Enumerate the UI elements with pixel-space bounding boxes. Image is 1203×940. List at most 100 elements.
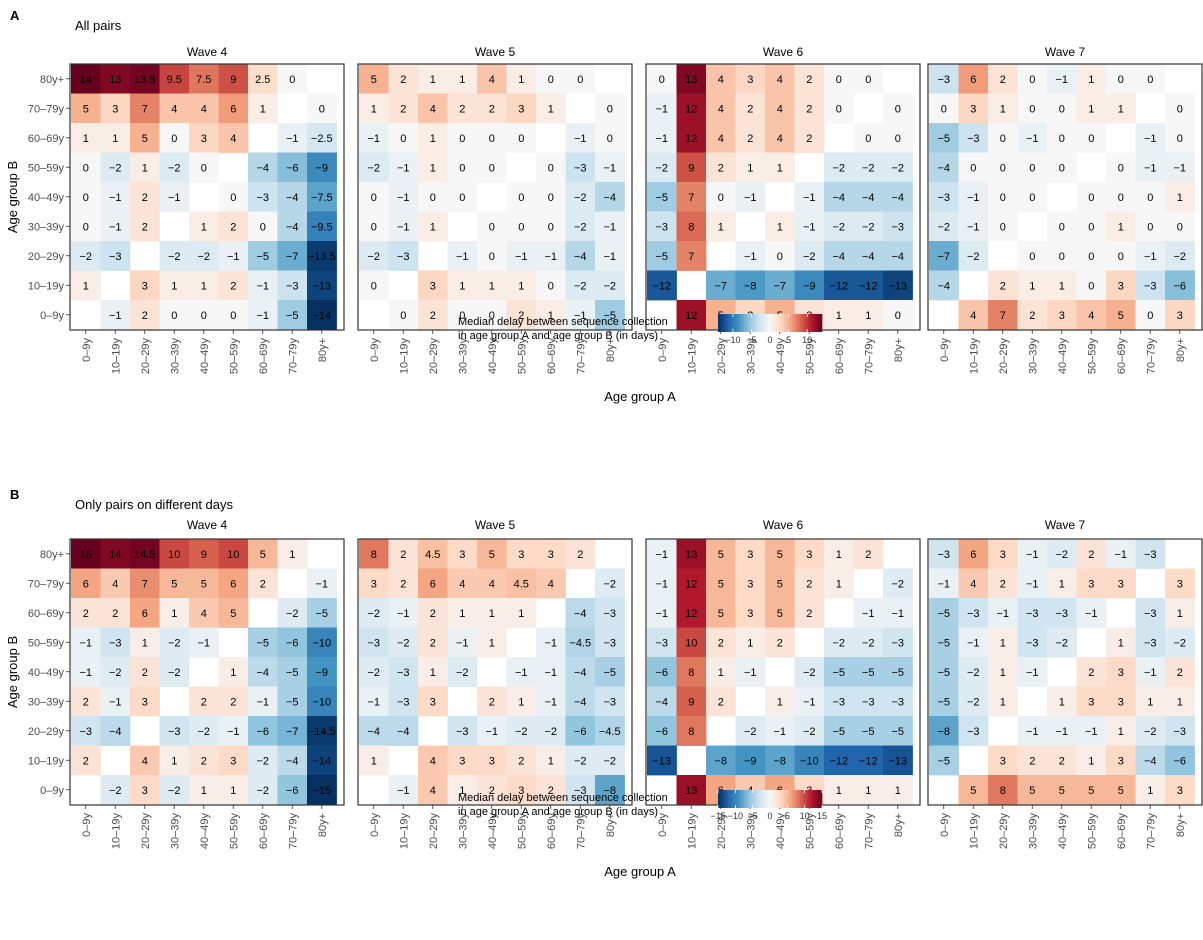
legend-tick-label: −10 (725, 335, 740, 345)
cell-value-label: 5 (718, 549, 724, 561)
heatmap-cell (218, 241, 249, 271)
cell-value-label: −2 (168, 637, 181, 649)
heatmap-cell (765, 598, 795, 628)
heatmap-cell (477, 598, 507, 628)
cell-value-label: 2 (865, 549, 871, 561)
cell-value-label: −2 (803, 726, 816, 738)
legend-color-step (820, 314, 823, 332)
x-tick-label: 0–9y (657, 338, 669, 362)
cell-value-label: 1 (1118, 726, 1124, 738)
heatmap-cell (676, 300, 707, 330)
cell-value-label: −5 (937, 755, 950, 767)
heatmap-cell (853, 745, 884, 776)
legend-color-step (720, 790, 723, 808)
cell-value-label: −9 (315, 667, 328, 679)
cell-value-label: −10 (312, 637, 331, 649)
heatmap-cell (988, 568, 1018, 599)
heatmap-cell (824, 182, 854, 212)
cell-value-label: −9 (315, 162, 328, 174)
x-tick-label: 60–69y (258, 338, 270, 375)
cell-value-label: 9 (230, 74, 236, 86)
heatmap-cell (159, 64, 190, 94)
cell-value-label: 7 (142, 578, 148, 590)
cell-value-label: −1 (109, 221, 122, 233)
cell-value-label: 0 (518, 221, 524, 233)
heatmap-cell (824, 211, 854, 242)
heatmap-cell (248, 627, 278, 658)
cell-value-label: −2 (197, 251, 210, 263)
heatmap-cell (706, 182, 736, 212)
heatmap-cell (988, 123, 1018, 153)
cell-value-label: 0 (1147, 310, 1153, 322)
heatmap-cell (447, 775, 478, 805)
cell-value-label: −1 (1085, 726, 1098, 738)
heatmap-cell (277, 64, 308, 94)
x-tick-label: 60–69y (1116, 338, 1128, 375)
x-tick-label: 80y+ (317, 338, 329, 362)
heatmap-cell (506, 93, 537, 124)
legend-color-step (728, 314, 731, 332)
heatmap-cell (595, 300, 625, 330)
x-tick-label: 10–19y (398, 338, 410, 375)
heatmap-cell (359, 745, 389, 776)
heatmap-cell (307, 598, 337, 628)
heatmap-cell (418, 211, 448, 242)
y-tick-label: 60–69y (28, 133, 65, 145)
x-tick-label: 50–59y (228, 338, 240, 375)
cell-value-label: 0 (1177, 103, 1183, 115)
cell-value-label: −1 (315, 578, 328, 590)
cell-value-label: −12 (859, 755, 878, 767)
legend-color-step (780, 790, 783, 808)
heatmap-cell (1135, 270, 1166, 301)
legend-color-step (770, 790, 773, 808)
heatmap-cell (794, 598, 825, 628)
cell-value-label: 2 (112, 608, 118, 620)
cell-value-label: 4 (970, 578, 976, 590)
heatmap-cell (647, 64, 677, 94)
heatmap-cell (958, 657, 989, 687)
legend: Median delay between sequence collection… (458, 790, 827, 821)
cell-value-label: −4 (937, 162, 950, 174)
x-tick-label: 0–9y (939, 338, 951, 362)
heatmap-cell (929, 123, 959, 153)
facet-wave-5: Wave 5 5 2 1 1 4 1 0 0 1 2 4 2 2 3 1 0 −1 0 1 0 0 0 −1 0 −2 −1 1 0 0 0… (357, 41, 633, 375)
heatmap-cell (130, 775, 160, 805)
heatmap-cell (359, 686, 389, 717)
legend-color-step (752, 314, 755, 332)
cell-value-label: −5 (891, 667, 904, 679)
heatmap-cell (536, 182, 566, 212)
cell-value-label: 3 (430, 280, 436, 292)
heatmap-cell (506, 182, 537, 212)
heatmap-cell (100, 182, 131, 212)
cell-value-label: 2 (400, 549, 406, 561)
cell-value-label: −1 (256, 280, 269, 292)
cell-value-label: 2 (777, 637, 783, 649)
cell-value-label: −2 (168, 162, 181, 174)
heatmap-cell (853, 300, 884, 330)
heatmap-cell (958, 627, 989, 658)
heatmap-cell (1076, 745, 1107, 776)
x-tick-label: 20–29y (998, 338, 1010, 375)
cell-value-label: 2 (1000, 74, 1006, 86)
heatmap-cell (1017, 182, 1048, 212)
heatmap-cell (765, 152, 795, 183)
cell-value-label: −3 (1026, 608, 1039, 620)
cell-value-label: 7 (688, 192, 694, 204)
heatmap-cell (189, 270, 219, 301)
heatmap-cell (189, 211, 219, 242)
cell-value-label: 0 (289, 74, 295, 86)
cell-value-label: 5 (1088, 785, 1094, 797)
facet-border (69, 63, 345, 331)
heatmap-cell (958, 598, 989, 628)
heatmap-cell (1047, 775, 1077, 805)
cell-value-label: 3 (459, 549, 465, 561)
cell-value-label: 2 (806, 74, 812, 86)
cell-value-label: 1 (518, 608, 524, 620)
heatmap-cell (218, 300, 249, 330)
cell-value-label: 4 (201, 608, 207, 620)
cell-value-label: 0 (83, 192, 89, 204)
heatmap-cell (506, 598, 537, 628)
heatmap-cell (1165, 270, 1195, 301)
heatmap-cell (130, 182, 160, 212)
cell-value-label: −1 (256, 310, 269, 322)
